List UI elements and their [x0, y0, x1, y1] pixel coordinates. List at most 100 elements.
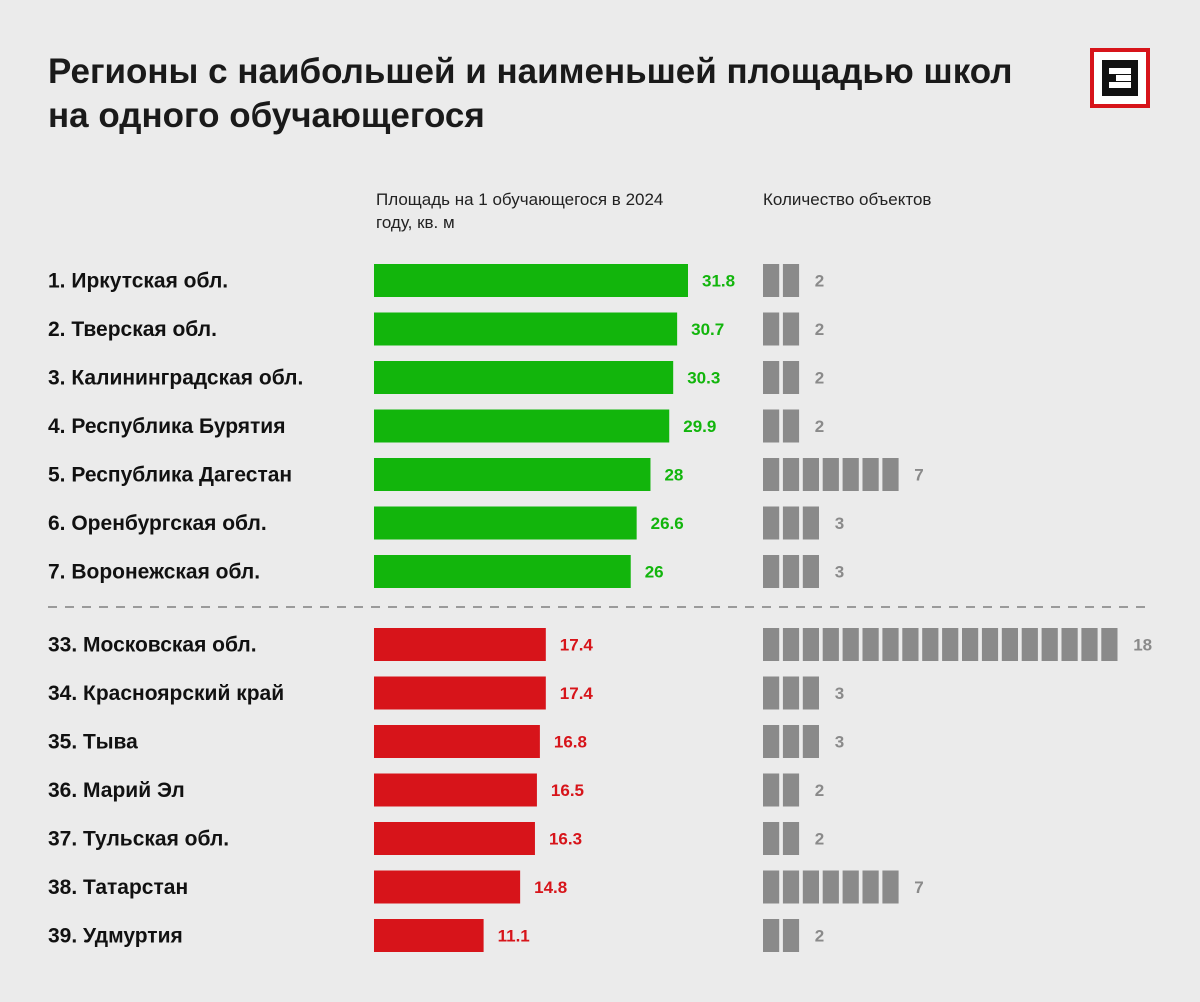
count-segment — [822, 628, 839, 661]
value-label: 16.5 — [551, 781, 584, 800]
count-segment — [763, 628, 780, 661]
count-segment — [782, 870, 800, 904]
count-segment — [763, 773, 780, 807]
count-segment — [981, 628, 999, 661]
region-label: 39. Удмуртия — [48, 925, 183, 948]
count-segment — [962, 628, 979, 661]
area-bar — [374, 822, 535, 855]
count-segment — [763, 506, 780, 540]
count-segment — [1041, 628, 1058, 661]
count-segment — [763, 919, 780, 952]
region-label: 5. Республика Дагестан — [48, 464, 292, 487]
count-segment — [763, 676, 780, 710]
region-label: 34. Красноярский край — [48, 682, 284, 705]
count-segment — [763, 264, 780, 297]
area-bar — [374, 725, 540, 758]
count-segment — [802, 676, 819, 710]
count-segment — [822, 870, 839, 904]
count-segment — [763, 555, 780, 588]
count-segment — [763, 870, 780, 904]
area-bar — [374, 458, 651, 491]
area-bar — [374, 870, 521, 904]
count-segment — [782, 361, 800, 394]
count-segment — [882, 628, 899, 661]
region-label: 33. Московская обл. — [48, 634, 257, 657]
count-segment — [763, 822, 780, 855]
count-label: 2 — [815, 781, 824, 800]
count-segment — [782, 628, 800, 661]
count-segment — [782, 676, 800, 710]
area-bar — [374, 361, 674, 394]
area-bar — [374, 264, 688, 297]
region-label: 2. Тверская обл. — [48, 318, 217, 341]
chart-title: Регионы с наибольшей и наименьшей площад… — [48, 52, 1013, 135]
count-segment — [763, 725, 780, 758]
value-label: 31.8 — [702, 272, 735, 291]
count-segment — [763, 312, 780, 346]
area-bar — [374, 628, 546, 661]
count-segment — [782, 822, 800, 855]
count-segment — [882, 458, 899, 491]
count-label: 7 — [914, 878, 923, 897]
area-bar — [374, 506, 637, 540]
region-label: 37. Тульская обл. — [48, 828, 229, 851]
count-segment — [1021, 628, 1038, 661]
count-label: 3 — [835, 684, 844, 703]
value-label: 14.8 — [534, 878, 567, 897]
value-label: 16.8 — [554, 733, 587, 752]
region-label: 38. Татарстан — [48, 876, 188, 899]
count-segment — [782, 409, 800, 443]
count-segment — [842, 870, 859, 904]
count-segment — [862, 628, 879, 661]
region-label: 4. Республика Бурятия — [48, 415, 285, 438]
region-label: 6. Оренбургская обл. — [48, 512, 267, 535]
region-label: 7. Воронежская обл. — [48, 561, 260, 584]
value-label: 29.9 — [683, 417, 716, 436]
region-label: 36. Марий Эл — [48, 779, 185, 802]
value-label: 11.1 — [498, 927, 530, 946]
count-segment — [763, 409, 780, 443]
count-segment — [782, 919, 800, 952]
count-segment — [1061, 628, 1078, 661]
region-label: 3. Калининградская обл. — [48, 367, 303, 390]
count-label: 3 — [835, 563, 844, 582]
count-segment — [922, 628, 939, 661]
count-segment — [822, 458, 839, 491]
count-segment — [842, 458, 859, 491]
area-bar — [374, 676, 546, 710]
count-segment — [862, 870, 879, 904]
value-label: 17.4 — [560, 684, 594, 703]
count-label: 3 — [835, 733, 844, 752]
count-segment — [942, 628, 959, 661]
count-segment — [862, 458, 879, 491]
area-bar — [374, 312, 678, 346]
value-label: 16.3 — [549, 830, 582, 849]
count-segment — [782, 312, 800, 346]
count-segment — [802, 506, 819, 540]
count-label: 2 — [815, 272, 824, 291]
region-label: 1. Иркутская обл. — [48, 270, 228, 293]
value-label: 17.4 — [560, 636, 594, 655]
count-segment — [802, 870, 819, 904]
area-bar — [374, 409, 670, 443]
count-segment — [763, 361, 780, 394]
area-bar — [374, 919, 484, 952]
count-segment — [782, 458, 800, 491]
count-label: 2 — [815, 320, 824, 339]
value-label: 30.3 — [687, 369, 720, 388]
count-label: 7 — [914, 466, 923, 485]
count-label: 3 — [835, 514, 844, 533]
count-segment — [782, 725, 800, 758]
count-segment — [782, 264, 800, 297]
count-label: 2 — [815, 417, 824, 436]
count-segment — [902, 628, 919, 661]
value-label: 28 — [664, 466, 683, 485]
count-segment — [763, 458, 780, 491]
epsilon-logo-icon — [1090, 48, 1150, 108]
count-segment — [842, 628, 859, 661]
count-segment — [782, 773, 800, 807]
count-segment — [882, 870, 899, 904]
count-segment — [1101, 628, 1118, 661]
area-column-header: Площадь на 1 обучающегося в 2024 году, к… — [376, 190, 664, 232]
